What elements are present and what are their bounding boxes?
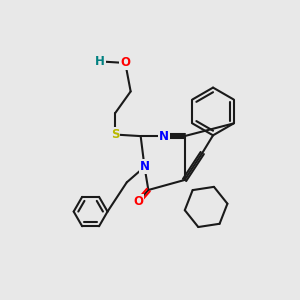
Text: N: N <box>140 160 149 173</box>
Text: N: N <box>159 130 169 142</box>
Text: S: S <box>111 128 119 141</box>
Text: O: O <box>134 195 143 208</box>
Text: H: H <box>95 55 105 68</box>
Text: O: O <box>120 56 130 69</box>
